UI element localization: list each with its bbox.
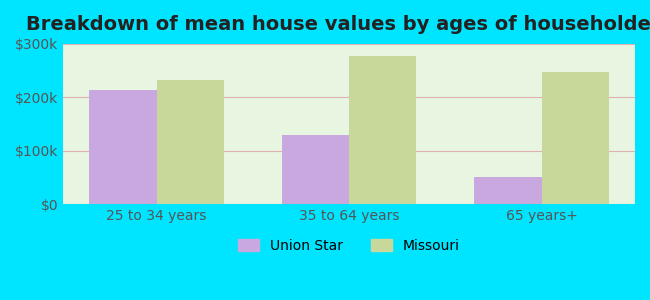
Title: Breakdown of mean house values by ages of householders: Breakdown of mean house values by ages o… bbox=[26, 15, 650, 34]
Bar bbox=[541, 72, 609, 204]
Bar bbox=[157, 80, 224, 204]
Bar bbox=[281, 135, 349, 204]
Bar bbox=[474, 178, 541, 204]
Bar bbox=[89, 90, 157, 204]
Legend: Union Star, Missouri: Union Star, Missouri bbox=[233, 233, 465, 258]
Bar bbox=[349, 56, 417, 204]
